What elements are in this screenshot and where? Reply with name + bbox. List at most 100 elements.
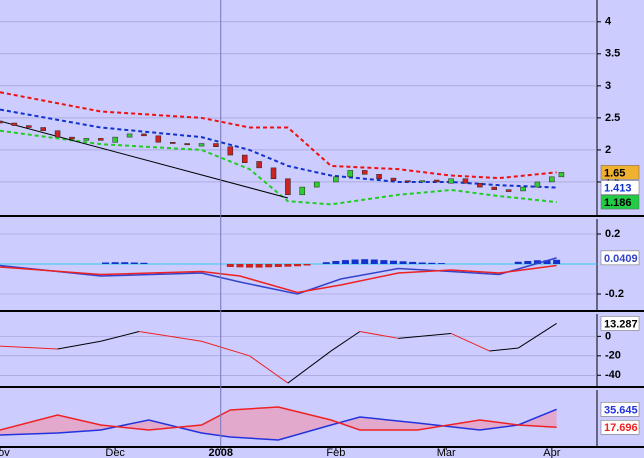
y-tick-label: 3.5 bbox=[605, 48, 620, 60]
histogram-bar bbox=[265, 264, 273, 268]
last-value-box bbox=[600, 194, 640, 210]
histogram-bar bbox=[121, 262, 129, 264]
last-value: 17.696 bbox=[604, 422, 638, 434]
last-value-box bbox=[600, 180, 640, 195]
series-line bbox=[0, 91, 557, 180]
candle-body bbox=[241, 154, 248, 163]
series-segment bbox=[398, 332, 452, 339]
series-segment bbox=[100, 331, 140, 342]
histogram-bar bbox=[303, 264, 311, 266]
series-line bbox=[0, 408, 557, 441]
histogram-bar bbox=[533, 260, 541, 264]
candle-body bbox=[126, 133, 133, 138]
candle-body bbox=[405, 180, 411, 183]
last-value: 0.0409 bbox=[604, 253, 638, 265]
histogram-bar bbox=[399, 261, 407, 264]
histogram-bar bbox=[236, 264, 244, 268]
series-segment bbox=[287, 350, 332, 384]
candle-body bbox=[361, 170, 368, 175]
series-segment bbox=[330, 331, 361, 352]
series-segment bbox=[517, 323, 557, 349]
candle-body bbox=[549, 176, 555, 183]
candle-body bbox=[448, 178, 454, 184]
candle-body bbox=[462, 178, 469, 184]
candle-body bbox=[11, 122, 18, 126]
candle-body bbox=[270, 167, 277, 180]
series-segment bbox=[450, 332, 490, 352]
candle-body bbox=[184, 143, 190, 146]
y-tick-label: 0 bbox=[605, 330, 611, 342]
histogram-bar bbox=[524, 261, 532, 264]
x-tick-label: Feb bbox=[326, 447, 345, 458]
last-value: 1.413 bbox=[604, 182, 632, 194]
y-tick-label: -0.2 bbox=[605, 288, 624, 300]
series-segment bbox=[359, 331, 399, 339]
candle-body bbox=[69, 136, 75, 140]
last-value-box bbox=[600, 316, 640, 331]
candle-body bbox=[54, 130, 61, 138]
histogram-bar bbox=[409, 261, 417, 264]
x-tick-label: Nov bbox=[0, 447, 10, 458]
histogram-bar bbox=[332, 261, 340, 264]
last-price: 1.65 bbox=[604, 167, 625, 179]
histogram-bar bbox=[543, 260, 551, 264]
histogram-bar bbox=[140, 262, 148, 264]
candle-body bbox=[505, 189, 512, 192]
last-value-box bbox=[600, 420, 640, 435]
histogram-bar bbox=[361, 259, 369, 264]
histogram-bar bbox=[437, 263, 445, 264]
histogram-bar bbox=[284, 264, 292, 267]
series-segment bbox=[0, 345, 58, 350]
last-value: 13.287 bbox=[604, 318, 638, 330]
series-segment bbox=[489, 347, 519, 352]
y-tick-label: 3 bbox=[605, 80, 611, 92]
histogram-bar bbox=[341, 260, 349, 264]
candle-body bbox=[558, 172, 565, 178]
histogram-bar bbox=[351, 259, 359, 264]
last-value: 1.186 bbox=[604, 197, 632, 209]
candle-body bbox=[299, 186, 306, 196]
candle-body bbox=[40, 127, 46, 131]
histogram-bar bbox=[130, 262, 138, 264]
candle-body bbox=[141, 133, 147, 137]
candle-body bbox=[256, 161, 262, 169]
candle-body bbox=[227, 146, 234, 156]
histogram-bar bbox=[226, 264, 234, 267]
candle-body bbox=[477, 182, 483, 188]
candle-body bbox=[98, 138, 104, 141]
x-tick-label: Apr bbox=[543, 447, 560, 458]
histogram-bar bbox=[418, 262, 426, 264]
histogram-bar bbox=[553, 259, 561, 264]
candle-body bbox=[112, 136, 118, 143]
candle-body bbox=[285, 178, 291, 196]
y-tick-label: 2 bbox=[605, 144, 611, 156]
histogram-bar bbox=[255, 264, 263, 268]
series-line bbox=[0, 264, 557, 294]
candle-body bbox=[26, 125, 32, 128]
last-value: 35.645 bbox=[604, 404, 638, 416]
candle-body bbox=[419, 180, 426, 183]
candle-body bbox=[313, 181, 320, 188]
x-tick-label: Mar bbox=[437, 447, 456, 458]
series-line bbox=[0, 108, 557, 189]
y-tick-label: 2.5 bbox=[605, 112, 620, 124]
candle-body bbox=[376, 174, 382, 180]
series-line bbox=[0, 406, 557, 431]
series-segment bbox=[249, 355, 289, 384]
histogram-bar bbox=[111, 262, 119, 264]
series-line bbox=[0, 129, 557, 206]
x-tick-label: 2008 bbox=[208, 447, 232, 458]
histogram-bar bbox=[389, 260, 397, 264]
last-value-box bbox=[600, 402, 640, 417]
last-value-box bbox=[600, 250, 640, 266]
candle-body bbox=[333, 176, 339, 183]
histogram-bar bbox=[370, 259, 378, 264]
series-segment bbox=[139, 331, 202, 342]
series-line bbox=[0, 120, 289, 199]
histogram-bar bbox=[294, 264, 301, 267]
histogram-bar bbox=[380, 260, 388, 264]
candle-body bbox=[155, 135, 162, 143]
candle-body bbox=[169, 141, 176, 144]
candle-body bbox=[0, 120, 3, 124]
